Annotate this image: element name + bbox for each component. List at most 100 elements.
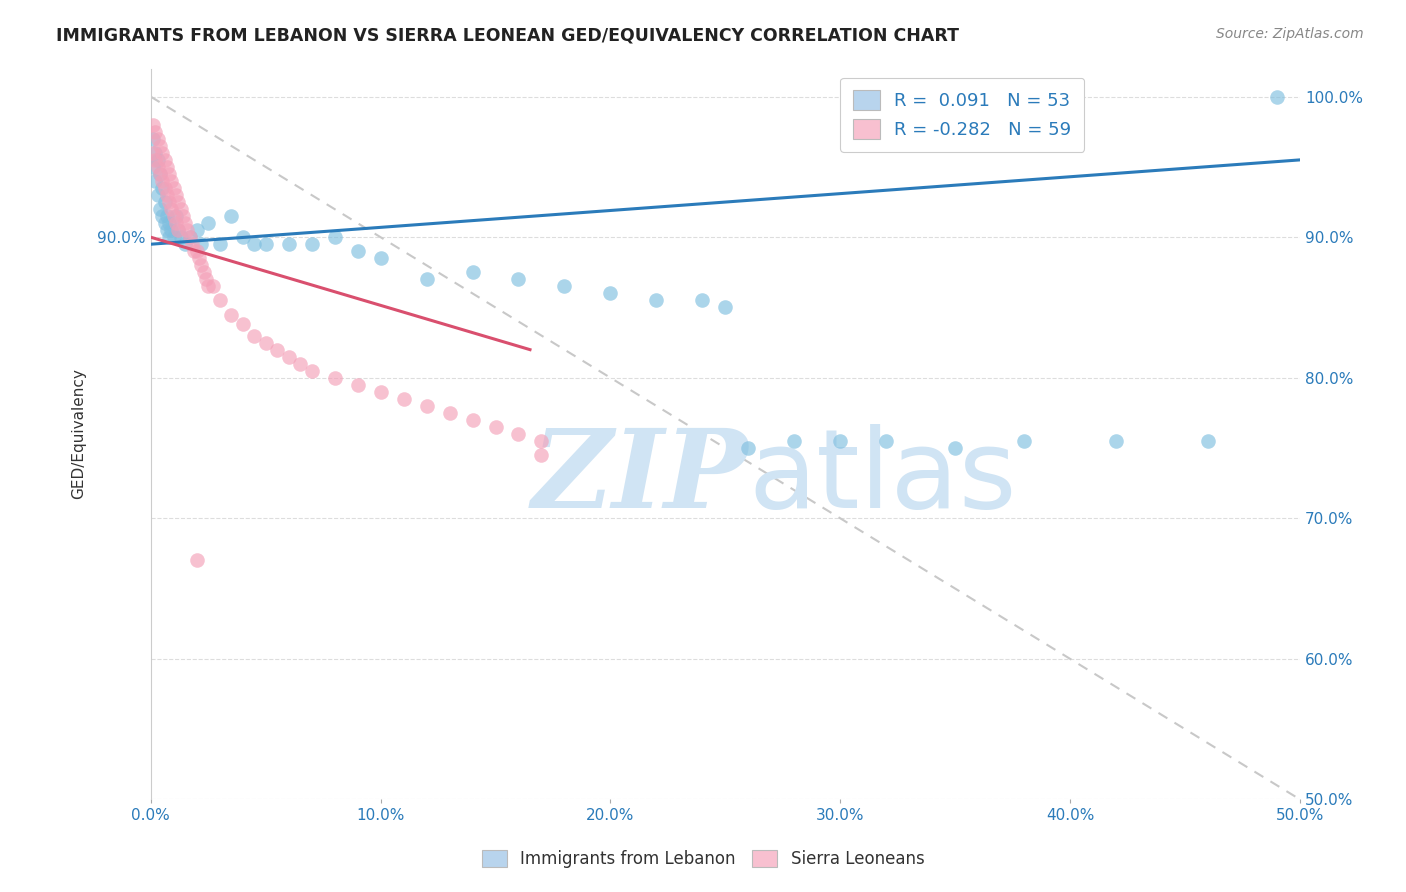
Point [737, 441, 759, 455]
Point [165, 188, 187, 202]
Point [163, 230, 186, 244]
Point [323, 370, 346, 384]
Point [149, 167, 172, 181]
Point [415, 399, 437, 413]
Point [201, 279, 224, 293]
Point [508, 272, 530, 286]
Point [142, 132, 165, 146]
Point [484, 420, 506, 434]
Point [645, 293, 668, 308]
Point [165, 216, 187, 230]
Point [169, 230, 191, 244]
Point [143, 125, 166, 139]
Point [392, 392, 415, 406]
Point [1105, 434, 1128, 448]
Point [142, 145, 165, 160]
Point [179, 230, 201, 244]
Point [370, 252, 392, 266]
Point [288, 357, 311, 371]
Point [172, 209, 194, 223]
Point [157, 230, 180, 244]
Point [160, 174, 183, 188]
Point [156, 209, 179, 223]
Point [150, 209, 173, 223]
Point [530, 434, 553, 448]
Point [277, 350, 299, 364]
Point [174, 216, 197, 230]
Point [143, 174, 166, 188]
Point [599, 286, 621, 301]
Point [156, 188, 179, 202]
Point [146, 153, 169, 167]
Point [346, 377, 368, 392]
Point [943, 441, 966, 455]
Text: IMMIGRANTS FROM LEBANON VS SIERRA LEONEAN GED/EQUIVALENCY CORRELATION CHART: IMMIGRANTS FROM LEBANON VS SIERRA LEONEA… [56, 27, 959, 45]
Legend: Immigrants from Lebanon, Sierra Leoneans: Immigrants from Lebanon, Sierra Leoneans [475, 843, 931, 875]
Point [439, 406, 461, 420]
Text: atlas: atlas [748, 425, 1017, 532]
Point [194, 272, 217, 286]
Point [153, 195, 176, 210]
Point [370, 384, 392, 399]
Text: Source: ZipAtlas.com: Source: ZipAtlas.com [1216, 27, 1364, 41]
Point [461, 413, 484, 427]
Point [167, 195, 190, 210]
Point [176, 223, 198, 237]
Point [208, 293, 231, 308]
Point [188, 252, 211, 266]
Point [197, 279, 219, 293]
Point [193, 265, 215, 279]
Point [149, 138, 172, 153]
Point [142, 118, 165, 132]
Point [1197, 434, 1219, 448]
Point [163, 181, 186, 195]
Point [150, 145, 173, 160]
Point [190, 237, 212, 252]
Point [346, 244, 368, 259]
Point [301, 364, 323, 378]
Point [169, 202, 191, 216]
Point [219, 209, 242, 223]
Point [277, 237, 299, 252]
Point [190, 258, 212, 272]
Point [153, 181, 176, 195]
Point [183, 244, 205, 259]
Point [146, 160, 169, 174]
Point [232, 230, 254, 244]
Point [150, 174, 173, 188]
Point [163, 209, 186, 223]
Point [830, 434, 852, 448]
Point [156, 160, 179, 174]
Point [415, 272, 437, 286]
Point [156, 223, 179, 237]
Point [153, 153, 176, 167]
Point [181, 237, 204, 252]
Point [167, 223, 190, 237]
Point [149, 202, 172, 216]
Point [167, 223, 190, 237]
Point [157, 216, 180, 230]
Point [150, 181, 173, 195]
Point [186, 223, 208, 237]
Point [323, 230, 346, 244]
Point [153, 216, 176, 230]
Point [254, 237, 277, 252]
Point [160, 202, 183, 216]
Point [530, 448, 553, 462]
Point [461, 265, 484, 279]
Point [301, 237, 323, 252]
Point [165, 209, 187, 223]
Point [875, 434, 897, 448]
Point [266, 343, 288, 357]
Point [1012, 434, 1035, 448]
Point [146, 132, 169, 146]
Point [143, 145, 166, 160]
Point [157, 195, 180, 210]
Point [186, 553, 208, 567]
Text: ZIP: ZIP [531, 424, 748, 532]
Point [149, 167, 172, 181]
Point [508, 427, 530, 442]
Point [179, 230, 201, 244]
Point [197, 216, 219, 230]
Y-axis label: GED/Equivalency: GED/Equivalency [72, 368, 86, 500]
